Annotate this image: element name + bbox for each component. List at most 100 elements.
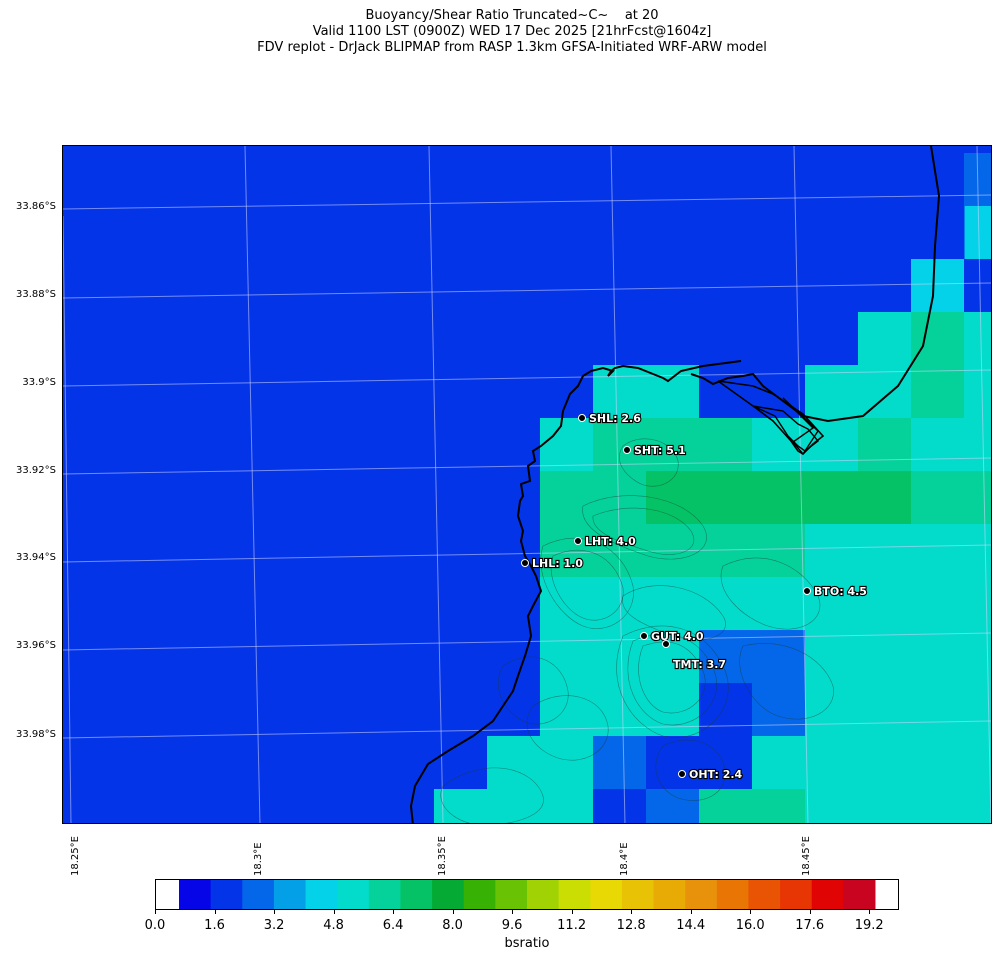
grid-cell [752,630,806,684]
grid-cell [752,577,806,631]
station-label: LHL: 1.0 [532,557,583,570]
grid-cell [911,312,965,366]
grid-cell [964,524,991,578]
colorbar-label: bsratio [504,936,550,951]
colorbar-segment [716,880,749,909]
grid-cell [858,471,912,525]
grid-cell [911,471,965,525]
station-dot [640,632,648,640]
grid-cell [646,736,700,790]
graticule-lon-line [610,146,626,823]
station-marker[interactable]: TMT: 3.7 [662,640,727,672]
grid-cell [964,789,991,823]
station-marker[interactable]: GUT: 4.0 [640,629,705,644]
colorbar-tick-label: 6.4 [382,918,404,933]
grid-cell [858,630,912,684]
colorbar-segment [337,880,370,909]
colorbar-tick-label: 16.0 [735,918,765,933]
grid-cell [752,206,806,260]
grid-cell [858,153,912,207]
colorbar-tick-mark [690,910,692,914]
grid-cell [646,471,700,525]
coastline [409,146,941,823]
colorbar-segment [653,880,686,909]
graticule-lat-line [63,194,991,210]
grid-cell [699,683,753,737]
grid-cell [805,365,859,419]
longitude-tick-label: 18.25°E [70,836,81,876]
grid-cell [540,471,594,525]
grid-cell [858,312,912,366]
grid-cell [858,736,912,790]
grid-cell [646,577,700,631]
colorbar-segment [368,880,401,909]
station-marker[interactable]: SHT: 5.1 [623,443,687,458]
grid-cell [911,524,965,578]
grid-cell [911,736,965,790]
colorbar-segment [273,880,307,909]
grid-cell [964,418,991,472]
latitude-tick-label: 33.98°S [16,729,56,740]
grid-cell [858,577,912,631]
grid-cell [434,736,488,790]
station-marker[interactable]: OHT: 2.4 [678,767,744,782]
grid-cell [964,206,991,260]
longitude-tick-label: 18.35°E [437,836,448,876]
station-dot [574,537,582,545]
grid-cell [593,736,647,790]
colorbar-segment [558,880,591,909]
grid-cell [540,736,594,790]
grid-cell [858,206,912,260]
colorbar-tick-mark [512,910,514,914]
station-dot [521,559,529,567]
graticule-lon-line [976,146,991,823]
station-label: TMT: 3.7 [673,658,726,671]
grid-cell [699,471,753,525]
colorbar-tick-mark [750,910,752,914]
latitude-tick-label: 33.96°S [16,640,56,651]
colorbar-tick-label: 17.6 [795,918,825,933]
grid-cell [858,365,912,419]
value-grid [328,153,991,823]
grid-cell [593,471,647,525]
longitude-tick-label: 18.3°E [253,842,264,876]
title-line-1: Buoyancy/Shear Ratio Truncated~C~ at 20 [365,8,659,23]
title-line-2: Valid 1100 LST (0900Z) WED 17 Dec 2025 [… [312,24,712,39]
graticule-lat-line [63,282,991,299]
colorbar-tick-label: 8.0 [442,918,463,933]
colorbar-tick-label: 14.4 [676,918,706,933]
grid-cell [805,153,859,207]
station-marker[interactable]: SHL: 2.6 [578,411,642,426]
colorbar-tick-mark [274,910,276,914]
graticule-lon-line [63,215,72,823]
grid-cell [699,789,753,823]
station-marker[interactable]: BTO: 4.5 [803,584,868,599]
map-panel: SHL: 2.6 SHT: 5.1 LHT: 4.0 LHL: 1.0 BTO: 4.5… [62,145,992,824]
colorbar-segment [590,880,623,909]
grid-cell [381,736,435,790]
station-label: SHL: 2.6 [589,412,641,425]
grid-cell [699,524,753,578]
grid-cell [805,206,859,260]
grid-cell [646,683,700,737]
grid-cell [805,524,859,578]
station-marker[interactable]: LHL: 1.0 [521,556,584,571]
colorbar-segment [305,880,338,909]
station-dot [662,640,670,648]
grid-cell [805,736,859,790]
colorbar-segment [811,880,844,909]
grid-cell [646,789,700,823]
grid-cell [752,736,806,790]
grid-cell [911,789,965,823]
grid-cell [487,789,541,823]
colorbar-segment [748,880,781,909]
grid-cell [911,418,965,472]
grid-cell [540,418,594,472]
grid-cell [858,418,912,472]
station-marker[interactable]: LHT: 4.0 [574,534,637,549]
grid-cell [752,524,806,578]
longitude-tick-label: 18.4°E [619,842,630,876]
station-label: OHT: 2.4 [689,768,743,781]
latitude-tick-label: 33.94°S [16,552,56,563]
colorbar-tick-mark [452,910,454,914]
